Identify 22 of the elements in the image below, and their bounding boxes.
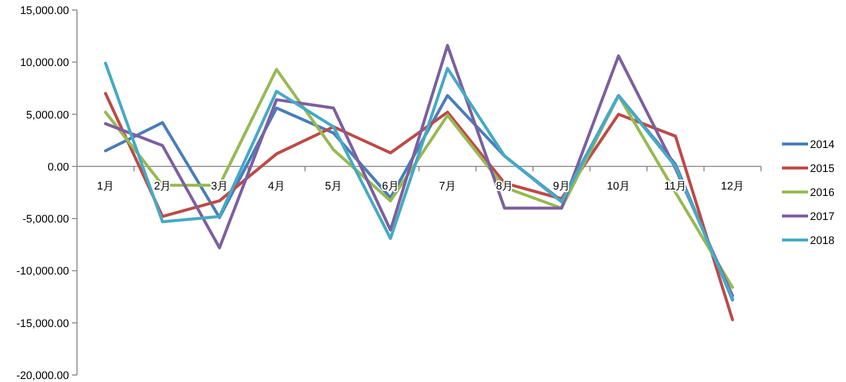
y-tick-label: 5,000.00 [26,109,69,122]
y-tick-label: -20,000.00 [16,370,69,382]
x-tick-label: 12月 [720,180,744,192]
x-tick-label: 4月 [268,180,286,192]
x-tick-label: 7月 [438,180,456,192]
x-tick-label: 9月 [552,180,570,192]
legend-label: 2016 [810,187,834,199]
y-tick-label: 10,000.00 [20,57,69,70]
x-tick-label: 5月 [324,180,342,192]
y-tick-label: 0.00 [48,161,69,174]
legend-label: 2015 [810,163,834,175]
x-tick-label: 3月 [210,180,228,192]
x-tick-label: 2月 [154,180,172,192]
y-tick-label: -15,000.00 [16,318,69,330]
legend-label: 2014 [810,139,834,151]
y-tick-label: -10,000.00 [16,266,69,278]
y-tick-label: 15,000.00 [20,5,69,17]
legend-label: 2017 [810,211,834,223]
y-tick-label: -5,000.00 [22,214,69,226]
x-tick-label: 1月 [96,180,114,192]
legend-label: 2018 [810,235,834,247]
x-tick-label: 10月 [606,180,630,192]
